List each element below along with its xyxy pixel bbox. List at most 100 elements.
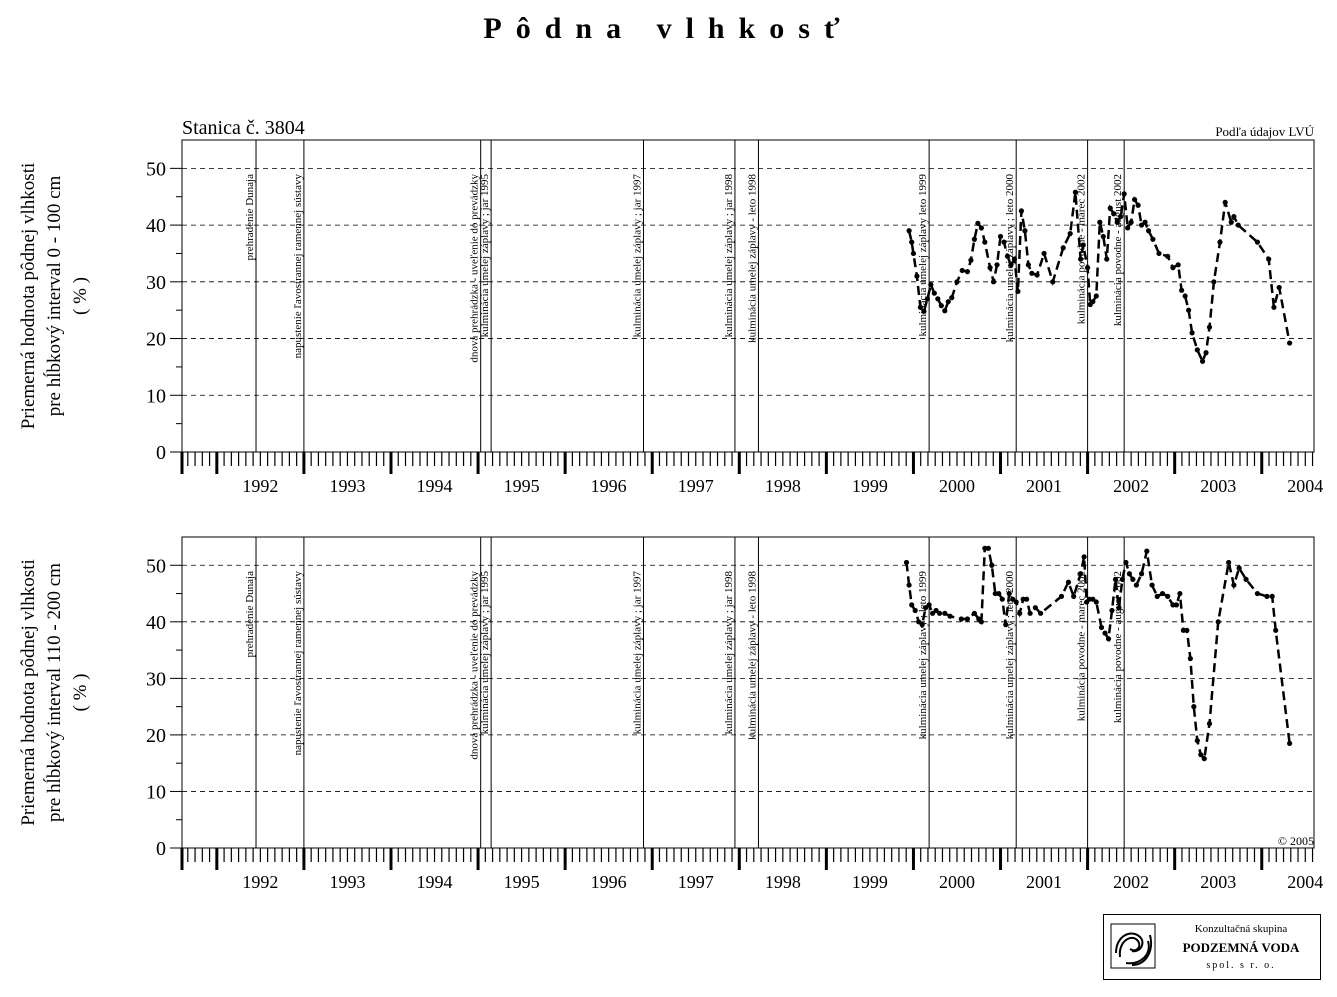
- x-tick-label: 1996: [591, 476, 627, 496]
- logo-top-text: Konzultačná skupina: [1194, 923, 1288, 935]
- data-point: [1150, 236, 1156, 242]
- data-point: [1206, 324, 1213, 330]
- data-point: [1243, 576, 1249, 583]
- data-point: [947, 613, 953, 619]
- chart-main-title: Pôdna vlhkosť: [483, 12, 854, 45]
- data-point: [1235, 222, 1241, 228]
- data-point: [975, 220, 981, 226]
- data-point: [1100, 233, 1106, 240]
- x-tick-label: 1997: [678, 872, 714, 892]
- data-point: [999, 596, 1005, 602]
- data-point: [978, 225, 984, 231]
- data-point: [1071, 593, 1077, 599]
- data-point: [959, 267, 965, 274]
- data-point: [1114, 219, 1120, 225]
- data-point: [1254, 239, 1260, 245]
- event-label: kulminácia umelej záplavy leto 1999: [917, 174, 929, 337]
- data-point: [1060, 245, 1066, 251]
- data-point: [1144, 548, 1150, 554]
- data-point: [1226, 559, 1232, 566]
- data-point: [1017, 610, 1023, 616]
- data-point: [1276, 284, 1282, 291]
- x-tick-label: 1998: [765, 476, 801, 496]
- data-point: [1206, 721, 1213, 727]
- data-point: [1132, 196, 1138, 203]
- data-point: [990, 279, 997, 285]
- data-point: [1065, 579, 1072, 585]
- data-point: [1050, 279, 1056, 285]
- x-tick-label: 1997: [678, 476, 714, 496]
- event-label: kulminácia umelej záplavy ; jar 1995: [479, 571, 491, 735]
- event-label: dnová prehrádzka - uveľenie do prevádzky: [469, 174, 481, 363]
- data-point: [1097, 219, 1103, 225]
- data-point: [949, 295, 955, 301]
- data-point: [1217, 239, 1223, 245]
- data-point: [958, 616, 964, 622]
- data-point: [1264, 593, 1270, 599]
- y-tick-label: 40: [146, 215, 166, 237]
- data-point: [1198, 752, 1204, 758]
- data-point: [923, 605, 929, 611]
- data-point: [1001, 239, 1007, 245]
- x-tick-label: 1993: [329, 476, 365, 496]
- data-point: [909, 239, 915, 245]
- data-point: [912, 607, 918, 614]
- x-tick-label: 1992: [242, 476, 278, 496]
- data-point: [942, 308, 948, 314]
- data-point: [931, 290, 937, 296]
- data-point: [1135, 202, 1141, 208]
- event-label: kulminácia umelej záplavy ; jar 1998: [723, 174, 735, 338]
- event-label: kulminácia povodne - august 2002: [1112, 571, 1124, 723]
- data-point: [1138, 222, 1145, 228]
- data-point: [1121, 191, 1127, 197]
- x-tick-label: 1996: [591, 872, 627, 892]
- data-point: [906, 228, 912, 234]
- station-title: Stanica č. 3804: [182, 117, 305, 139]
- data-point: [996, 590, 1002, 597]
- data-point: [964, 616, 971, 622]
- data-point: [985, 545, 991, 551]
- data-point: [1011, 256, 1018, 262]
- y-axis-label: ( % ): [70, 277, 91, 315]
- data-point: [954, 279, 960, 285]
- x-tick-label: 2004: [1287, 476, 1323, 496]
- data-point: [1018, 208, 1025, 214]
- data-point: [1215, 619, 1221, 625]
- x-tick-label: 2003: [1200, 476, 1236, 496]
- x-tick-label: 1998: [765, 872, 801, 892]
- data-point: [1145, 228, 1152, 234]
- event-label: napustenie ľavostrannej ramennej sústavy: [292, 571, 304, 756]
- data-point: [1184, 627, 1190, 633]
- data-point: [1058, 593, 1065, 599]
- y-tick-label: 20: [146, 329, 166, 351]
- data-point: [1029, 270, 1035, 276]
- data-point: [916, 619, 922, 625]
- event-label: kulminácia umelej záplavy ; leto 1999: [917, 571, 929, 740]
- data-point: [1034, 272, 1040, 278]
- data-point: [1271, 304, 1277, 310]
- data-point: [1236, 565, 1242, 571]
- data-point: [1032, 605, 1038, 611]
- data-point: [1287, 340, 1293, 346]
- y-tick-label: 10: [146, 781, 166, 803]
- data-point: [1093, 293, 1099, 299]
- x-tick-label: 1994: [417, 476, 453, 496]
- y-tick-label: 20: [146, 725, 166, 747]
- data-point: [1093, 599, 1099, 605]
- data-point: [1022, 228, 1028, 234]
- data-point: [1156, 250, 1162, 257]
- data-point: [1080, 242, 1086, 248]
- series-line: [905, 547, 1291, 762]
- data-point: [1142, 219, 1148, 225]
- data-point: [919, 622, 925, 628]
- data-point: [1081, 554, 1087, 560]
- x-tick-label: 1994: [417, 872, 453, 892]
- y-axis-label: pre hĺbkový interval 0 - 100 cm: [43, 175, 65, 416]
- data-point: [1013, 599, 1019, 605]
- data-point: [1008, 262, 1014, 268]
- data-point: [935, 296, 941, 302]
- plot-frame: [181, 536, 1315, 849]
- logo-company-name: PODZEMNÁ VODA: [1182, 940, 1300, 955]
- copyright-note: © 2005: [1278, 834, 1314, 848]
- data-point: [978, 619, 984, 625]
